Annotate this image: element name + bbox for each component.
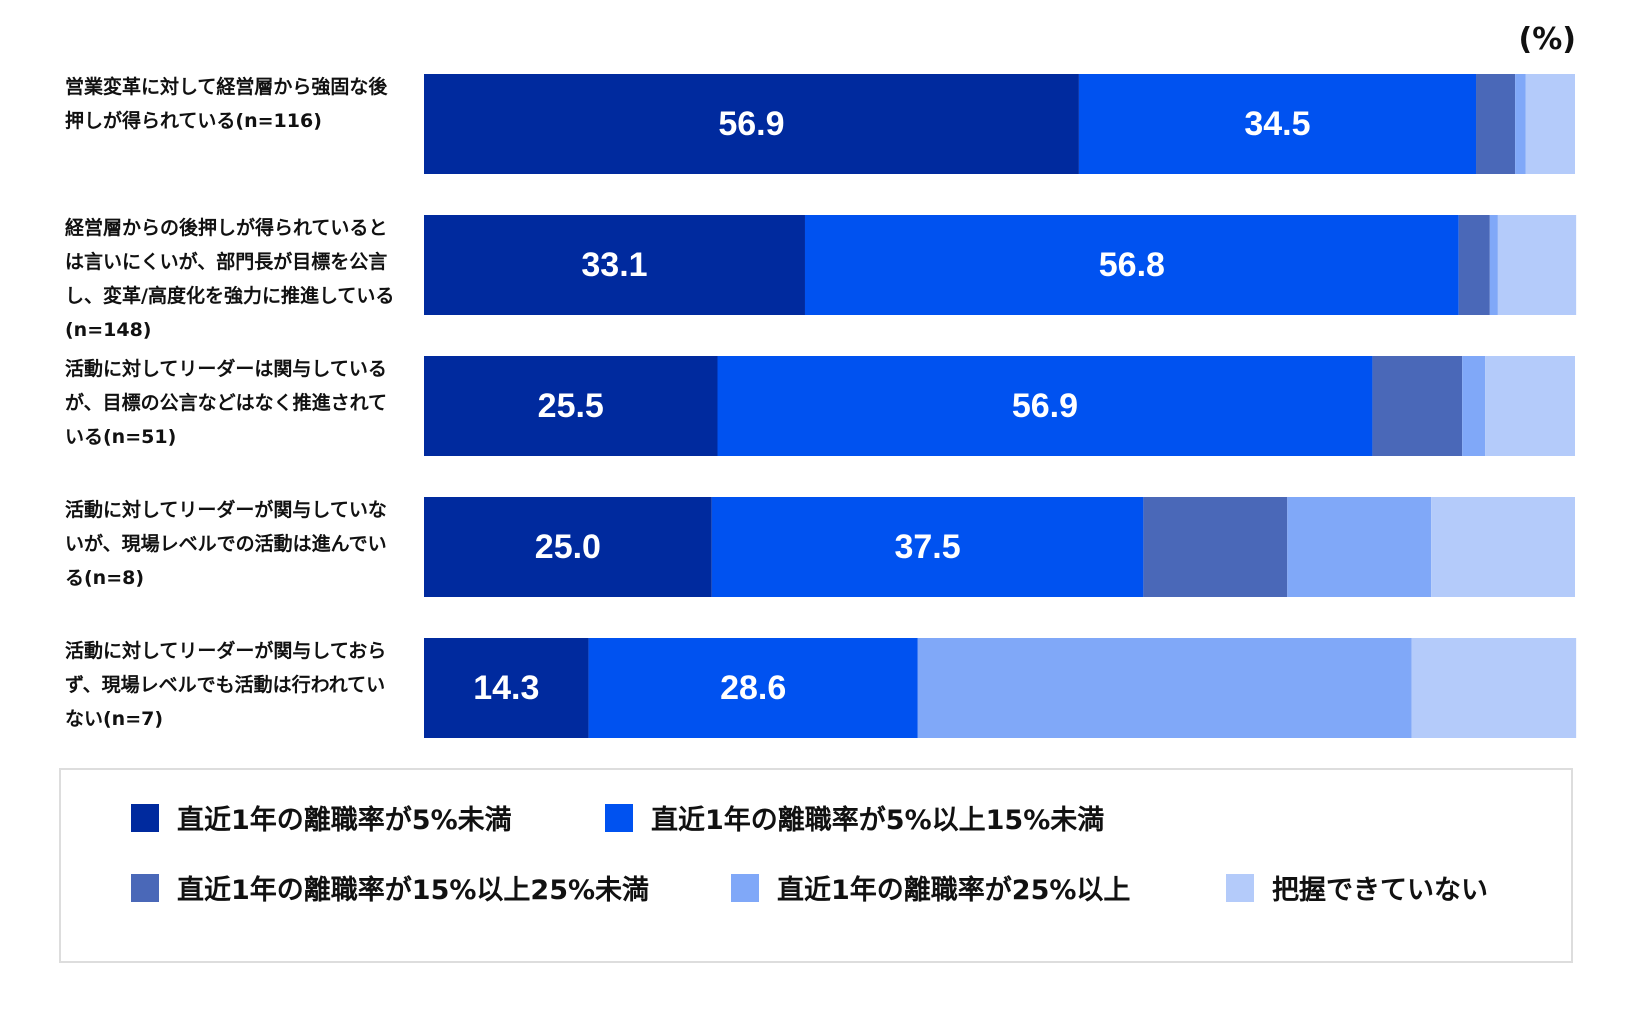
category-label: 活動に対してリーダーが関与しておらず、現場レベルでも活動は行われていない(n=7…	[65, 640, 387, 730]
legend-label: 直近1年の離職率が25%以上	[777, 875, 1131, 906]
legend: 直近1年の離職率が5%未満 直近1年の離職率が5%以上15%未満直近1年の離職率が…	[59, 768, 1573, 963]
value-label: 25.0	[535, 528, 601, 566]
legend-label: 直近1年の離職率が15%以上25%未満	[177, 875, 650, 906]
bar-segment	[424, 497, 712, 597]
legend-swatch	[731, 873, 759, 902]
bar-segment	[424, 215, 805, 315]
bar-segment	[1287, 497, 1432, 597]
value-label: 25.5	[538, 387, 604, 425]
legend-item: 直近1年の離職率が25%以上	[731, 868, 1130, 907]
value-label: 34.5	[1244, 105, 1310, 143]
legend-swatch	[1226, 873, 1254, 902]
bar-segment	[917, 638, 1412, 738]
legend-label: 把握できていない	[1272, 875, 1488, 906]
bar-segment	[1476, 74, 1516, 174]
value-label: 56.8	[1099, 246, 1165, 284]
value-label: 56.9	[1012, 387, 1078, 425]
bar-segment	[588, 638, 918, 738]
legend-label: 直近1年の離職率が5%以上15%未満	[651, 805, 1105, 836]
bar-segment	[424, 356, 718, 456]
bar-segment	[1515, 74, 1526, 174]
bar-segment	[1411, 638, 1577, 738]
value-label: 14.3	[473, 669, 539, 707]
bar-segment	[1462, 356, 1486, 456]
legend-swatch	[131, 803, 159, 832]
bar-segment	[1525, 74, 1575, 174]
bar-segment	[1497, 215, 1577, 315]
bar-segment	[1485, 356, 1575, 456]
bar-segment	[717, 356, 1373, 456]
legend-item: 直近1年の離職率が5%以上15%未満	[605, 798, 1104, 837]
legend-label: 直近1年の離職率が5%未満	[177, 805, 512, 836]
legend-item: 把握できていない	[1226, 868, 1488, 907]
bar-segment	[424, 74, 1079, 174]
bar-segment	[1078, 74, 1477, 174]
value-label: 28.6	[720, 669, 786, 707]
bar-segment	[1489, 215, 1498, 315]
value-label: 56.9	[718, 105, 784, 143]
category-label: 活動に対してリーダーは関与しているが、目標の公言などはなく推進されている(n=5…	[65, 358, 388, 448]
value-label: 33.1	[581, 246, 647, 284]
legend-swatch	[131, 873, 159, 902]
bar-segment	[711, 497, 1144, 597]
bar-segment	[804, 215, 1459, 315]
bar-segment	[1458, 215, 1490, 315]
category-label: 経営層からの後押しが得られているとは言いにくいが、部門長が目標を公言し、変革/高…	[65, 217, 395, 341]
category-label: 営業変革に対して経営層から強固な後押しが得られている(n=116)	[65, 76, 388, 132]
category-label: 活動に対してリーダーが関与していないが、現場レベルでの活動は進んでいる(n=8)	[65, 499, 387, 589]
legend-swatch	[605, 803, 633, 832]
unit-label: (%)	[1518, 22, 1576, 57]
legend-item: 直近1年の離職率が5%未満	[131, 798, 512, 837]
value-label: 37.5	[894, 528, 960, 566]
bar-segment	[1143, 497, 1288, 597]
bar-segment	[1372, 356, 1463, 456]
bar-segment	[1431, 497, 1575, 597]
legend-item: 直近1年の離職率が15%以上25%未満	[131, 868, 649, 907]
bar-segment	[424, 638, 589, 738]
